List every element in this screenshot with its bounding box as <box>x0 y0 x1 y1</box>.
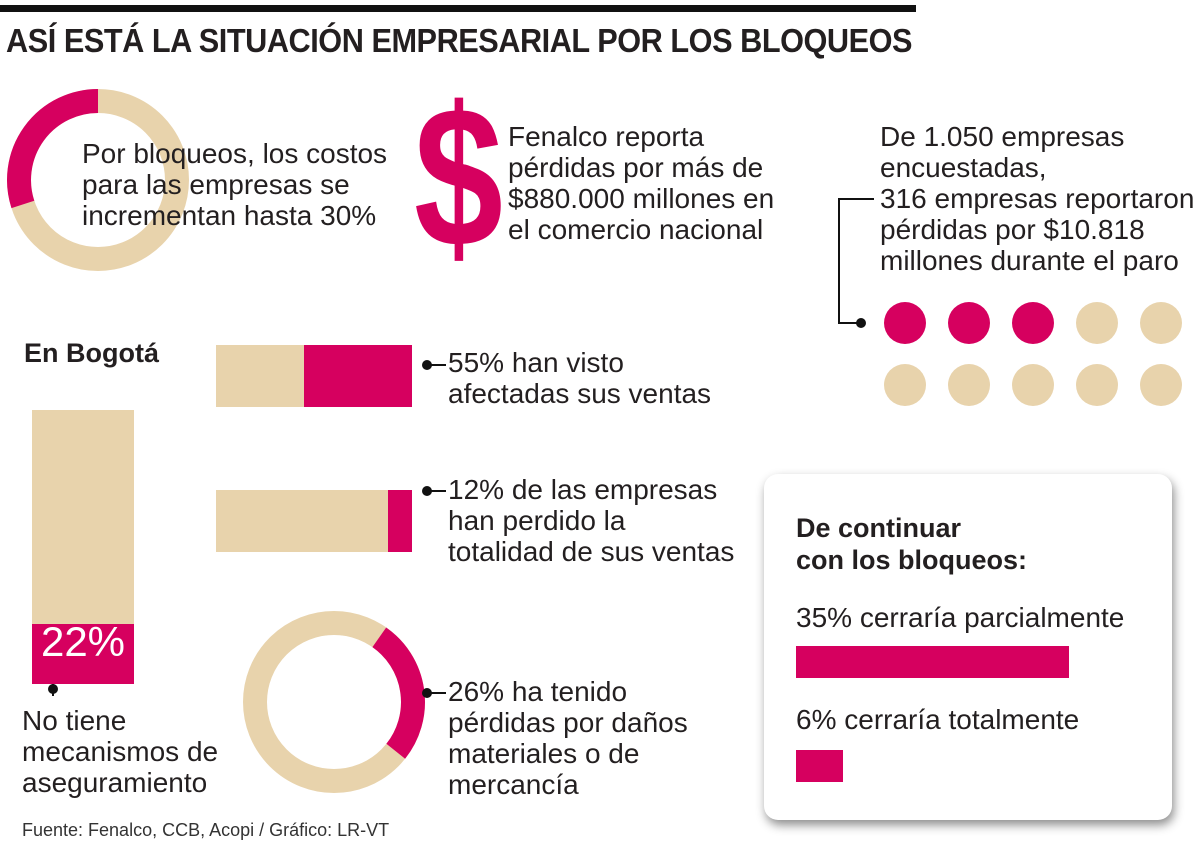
insurance-value-label: 22% <box>40 618 126 665</box>
insurance-bar-fill <box>32 623 134 684</box>
insurance-bar: 22% <box>32 410 134 684</box>
outlook-title-line: con los bloqueos: <box>796 545 1028 575</box>
total-sales-lost-line: han perdido la <box>448 505 626 536</box>
outlook-title: De continuar con los bloqueos: <box>796 512 1027 576</box>
total-sales-lost-bar <box>216 490 412 552</box>
survey-line: De 1.050 empresas <box>880 121 1125 152</box>
fenalco-line: $880.000 millones en <box>508 183 775 214</box>
damages-text: 26% ha tenido pérdidas por daños materia… <box>448 676 688 800</box>
source-note: Fuente: Fenalco, CCB, Acopi / Gráfico: L… <box>22 820 390 840</box>
survey-line: encuestadas, <box>880 152 1047 183</box>
insurance-pointer-dot <box>48 684 58 694</box>
damages-line: mercancía <box>448 769 579 800</box>
costs-line: Por bloqueos, los costos <box>82 138 388 169</box>
survey-dot <box>884 364 926 406</box>
outlook-card: De continuar con los bloqueos: 35% cerra… <box>764 474 1172 820</box>
sales-affected-bar <box>216 345 412 407</box>
sales-connector <box>428 364 446 366</box>
survey-line: pérdidas por $10.818 <box>880 214 1145 245</box>
costs-line: incrementan hasta 30% <box>82 200 377 231</box>
survey-pointer-dot <box>856 318 866 328</box>
survey-dot <box>1012 364 1054 406</box>
fenalco-text: Fenalco reporta pérdidas por más de $880… <box>508 121 774 245</box>
survey-dot-highlighted <box>948 302 990 344</box>
fenalco-line: Fenalco reporta <box>508 121 705 152</box>
insurance-line: aseguramiento <box>22 767 208 798</box>
lost-connector <box>428 490 446 492</box>
fenalco-line: el comercio nacional <box>508 214 764 245</box>
survey-text: De 1.050 empresas encuestadas, 316 empre… <box>880 121 1194 276</box>
partial-close-bar <box>796 646 1069 678</box>
survey-line: millones durante el paro <box>880 245 1179 276</box>
costs-line: para las empresas se <box>82 169 350 200</box>
total-sales-lost-text: 12% de las empresas han perdido la total… <box>448 474 734 567</box>
sales-affected-line: afectadas sus ventas <box>448 378 712 409</box>
survey-dot <box>1140 302 1182 344</box>
survey-connector-bottom <box>838 322 860 324</box>
top-rule <box>0 5 916 12</box>
damages-connector <box>428 692 446 694</box>
costs-donut <box>7 89 189 271</box>
outlook-title-line: De continuar <box>796 513 962 543</box>
survey-connector-vertical <box>838 198 840 324</box>
dollar-icon: $ <box>414 66 503 289</box>
partial-close-label: 35% cerraría parcialmente <box>796 602 1125 633</box>
fenalco-line: pérdidas por más de <box>508 152 764 183</box>
total-sales-lost-line: 12% de las empresas <box>448 474 718 505</box>
total-close-bar <box>796 750 843 782</box>
lost-pointer-dot <box>422 486 432 496</box>
insurance-line: mecanismos de <box>22 736 219 767</box>
survey-dot <box>948 364 990 406</box>
survey-connector-top <box>838 198 874 200</box>
damages-pointer-dot <box>422 688 432 698</box>
damages-line: 26% ha tenido <box>448 676 628 707</box>
costs-text: Por bloqueos, los costos para las empres… <box>82 138 387 231</box>
insurance-text: No tiene mecanismos de aseguramiento <box>22 705 218 798</box>
sales-affected-line: 55% han visto <box>448 347 624 378</box>
insurance-line: No tiene <box>22 705 127 736</box>
survey-dot <box>1076 364 1118 406</box>
sales-affected-bar-fill <box>304 345 412 407</box>
damages-line: pérdidas por daños <box>448 707 688 738</box>
survey-dot-highlighted <box>884 302 926 344</box>
damages-line: materiales o de <box>448 738 640 769</box>
page-title: ASÍ ESTÁ LA SITUACIÓN EMPRESARIAL POR LO… <box>6 22 913 59</box>
total-sales-lost-line: totalidad de sus ventas <box>448 536 735 567</box>
survey-dot-highlighted <box>1012 302 1054 344</box>
survey-dot <box>1140 364 1182 406</box>
damages-donut <box>243 611 425 793</box>
bogota-heading: En Bogotá <box>24 338 159 368</box>
total-sales-lost-bar-fill <box>388 490 412 552</box>
damages-donut-arc <box>372 627 425 759</box>
survey-line: 316 empresas reportaron <box>880 183 1195 214</box>
sales-pointer-dot <box>422 360 432 370</box>
total-close-label: 6% cerraría totalmente <box>796 704 1080 735</box>
costs-donut-arc <box>7 89 99 209</box>
survey-dot <box>1076 302 1118 344</box>
sales-affected-text: 55% han visto afectadas sus ventas <box>448 347 711 409</box>
